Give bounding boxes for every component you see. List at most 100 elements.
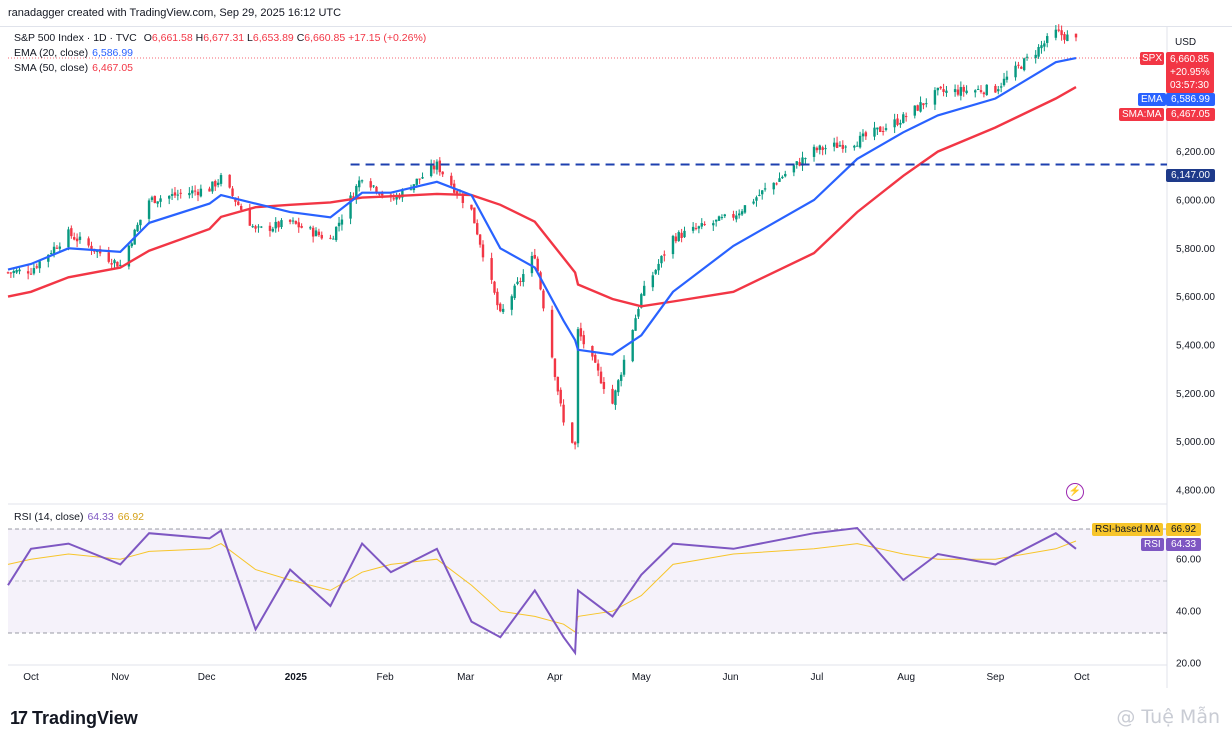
lightning-icon[interactable]: ⚡ (1066, 483, 1084, 501)
candle-body (438, 160, 442, 173)
candle-body (530, 255, 534, 274)
candle-body (571, 422, 574, 443)
candle-body (614, 390, 617, 405)
open-label: O (143, 32, 152, 44)
candle-body (193, 190, 197, 192)
candle-body (919, 102, 922, 112)
rsi-axis-ticks: 60.00 40.00 20.00 (1176, 555, 1201, 670)
tradingview-logo[interactable]: 17 TradingView (10, 708, 138, 729)
candle-body (170, 194, 174, 196)
symbol-line[interactable]: S&P 500 Index · 1D · TVC (14, 32, 137, 44)
candle-body (216, 182, 220, 185)
candle-body (349, 195, 352, 219)
candle-body (962, 86, 965, 92)
candle-body (694, 228, 698, 230)
candle-body (110, 263, 113, 265)
candle-body (401, 189, 404, 198)
candle-body (12, 270, 15, 274)
ema-price-tag: 6,586.99 (1166, 93, 1215, 106)
candle-body (188, 192, 191, 196)
candle-body (772, 182, 775, 190)
candle-body (271, 228, 275, 232)
candle-body (78, 236, 82, 240)
candle-body (1043, 43, 1046, 47)
close-label: C (296, 32, 305, 44)
watermark: @ Tuệ Mẫn (1116, 706, 1220, 728)
candle-body (432, 165, 436, 170)
candle-body (997, 89, 1000, 92)
candle-body (153, 195, 157, 203)
price-tick-label: 5,000.00 (1176, 437, 1215, 448)
candle-body (257, 226, 260, 228)
time-tick-label: Dec (198, 672, 216, 683)
rsi-tick-label: 60.00 (1176, 555, 1201, 566)
candle-body (758, 194, 761, 196)
candle-body (113, 260, 116, 264)
open-value: 6,661.58 (151, 32, 193, 44)
currency-label[interactable]: USD (1175, 37, 1196, 48)
candle-body (1017, 64, 1020, 66)
candle-body (254, 226, 257, 229)
legend-ohlc: S&P 500 Index · 1D · TVC O6,661.58 H6,67… (14, 32, 426, 44)
candle-body (619, 374, 623, 381)
candle-body (18, 269, 21, 272)
candle-body (801, 157, 804, 166)
ema-20-line (7, 57, 1077, 356)
candle-body (853, 145, 856, 148)
sma-price-tag: 6,467.05 (1166, 108, 1215, 121)
candle-body (732, 214, 735, 218)
candle-body (418, 178, 421, 180)
candle-body (199, 188, 203, 197)
candle-body (288, 219, 292, 222)
candle-body (663, 254, 666, 256)
candle-body (824, 148, 827, 150)
candle-body (461, 196, 465, 203)
candle-body (237, 201, 240, 205)
candle-body (660, 255, 663, 264)
candle-body (674, 236, 678, 242)
close-value: 6,660.85 (304, 32, 346, 44)
candle-body (1054, 29, 1058, 38)
candle-body (671, 235, 675, 255)
candle-body (795, 161, 798, 165)
candle-body (455, 191, 459, 195)
rsi-ma-tag-label: RSI-based MA (1092, 523, 1164, 536)
candle-body (858, 135, 862, 148)
rsi-ma-legend-value: 66.92 (117, 511, 145, 523)
candle-body (1057, 29, 1060, 31)
candle-body (67, 229, 70, 248)
time-tick-label: 2025 (285, 672, 308, 683)
candles-layer (6, 24, 1078, 450)
candle-body (481, 244, 485, 258)
price-chart[interactable]: 6,200.00 6,000.00 5,800.00 5,600.00 5,400.00… (0, 0, 1232, 700)
candle-body (320, 234, 323, 239)
legend-rsi[interactable]: RSI (14, close) 64.33 66.92 (14, 511, 144, 523)
candle-body (982, 92, 986, 95)
candle-body (32, 268, 36, 274)
candle-body (493, 281, 496, 293)
candle-body (441, 171, 444, 175)
candle-body (683, 230, 686, 238)
candle-body (392, 198, 395, 200)
candle-body (159, 198, 162, 202)
candle-body (15, 270, 18, 273)
candle-body (714, 219, 718, 222)
candle-body (884, 128, 888, 130)
candle-body (761, 190, 764, 195)
candle-body (9, 272, 13, 274)
candle-body (691, 226, 695, 231)
price-tick-label: 5,400.00 (1176, 340, 1215, 351)
candle-body (611, 388, 614, 404)
candle-body (556, 376, 560, 392)
legend-sma[interactable]: SMA (50, close) 6,467.05 (14, 62, 133, 74)
candle-body (634, 318, 637, 331)
rsi-value-tag: 64.33 (1166, 538, 1202, 551)
legend-ema[interactable]: EMA (20, close) 6,586.99 (14, 47, 133, 59)
candle-body (536, 258, 539, 272)
candle-body (375, 186, 378, 193)
candle-body (939, 86, 942, 89)
time-tick-label: Nov (111, 672, 129, 683)
candle-body (211, 181, 214, 192)
candle-body (735, 215, 738, 220)
candle-body (228, 174, 231, 188)
